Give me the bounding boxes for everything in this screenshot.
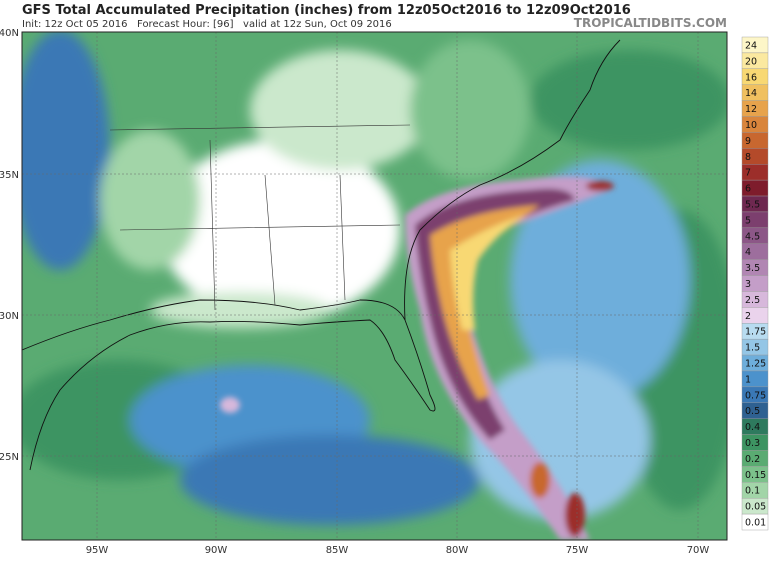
colorbar-label: 20 xyxy=(745,56,757,67)
colorbar: 24 20 16 14 12 10 9 8 7 6 5.5 5 4.5 4 3.5 3 2.5 2 1.75 1.5 1… xyxy=(741,36,769,531)
lat-label: 30N xyxy=(0,311,19,322)
colorbar-label: 24 xyxy=(745,40,757,51)
colorbar-label: 4.5 xyxy=(745,231,760,242)
colorbar-label: 7 xyxy=(745,168,751,179)
subtitle: Init: 12z Oct 05 2016 Forecast Hour: [96… xyxy=(22,19,392,30)
lat-label: 25N xyxy=(0,452,19,463)
colorbar-label: 4 xyxy=(745,247,751,258)
colorbar-label: 16 xyxy=(745,72,757,83)
colorbar-label: 0.1 xyxy=(745,486,760,497)
colorbar-label: 0.05 xyxy=(745,502,766,513)
colorbar-label: 3 xyxy=(745,279,751,290)
colorbar-label: 0.75 xyxy=(745,390,766,401)
colorbar-label: 0.3 xyxy=(745,438,760,449)
colorbar-label: 0.01 xyxy=(745,518,766,529)
lon-label: 95W xyxy=(86,545,109,556)
colorbar-label: 0.15 xyxy=(745,470,766,481)
colorbar-label: 1.25 xyxy=(745,359,766,370)
colorbar-label: 1 xyxy=(745,374,751,385)
lon-label: 85W xyxy=(326,545,349,556)
colorbar-label: 12 xyxy=(745,104,757,115)
lat-label: 40N xyxy=(0,28,19,39)
colorbar-swatch xyxy=(741,513,769,531)
watermark: TROPICALTIDBITS.COM xyxy=(574,16,727,30)
lon-label: 90W xyxy=(205,545,228,556)
colorbar-label: 5 xyxy=(745,215,751,226)
colorbar-label: 0.2 xyxy=(745,454,760,465)
lon-label: 75W xyxy=(566,545,589,556)
title: GFS Total Accumulated Precipitation (inc… xyxy=(22,3,631,18)
lat-label: 35N xyxy=(0,170,19,181)
colorbar-label: 5.5 xyxy=(745,199,760,210)
colorbar-label: 8 xyxy=(745,152,751,163)
colorbar-label: 6 xyxy=(745,184,751,195)
colorbar-label: 3.5 xyxy=(745,263,760,274)
colorbar-label: 1.5 xyxy=(745,343,760,354)
lon-label: 70W xyxy=(687,545,710,556)
colorbar-label: 1.75 xyxy=(745,327,766,338)
colorbar-label: 2.5 xyxy=(745,295,760,306)
precip-map xyxy=(22,32,727,540)
colorbar-label: 10 xyxy=(745,120,757,131)
colorbar-label: 14 xyxy=(745,88,757,99)
colorbar-label: 0.4 xyxy=(745,422,760,433)
lon-label: 80W xyxy=(446,545,469,556)
colorbar-label: 0.5 xyxy=(745,406,760,417)
colorbar-label: 9 xyxy=(745,136,751,147)
colorbar-label: 2 xyxy=(745,311,751,322)
